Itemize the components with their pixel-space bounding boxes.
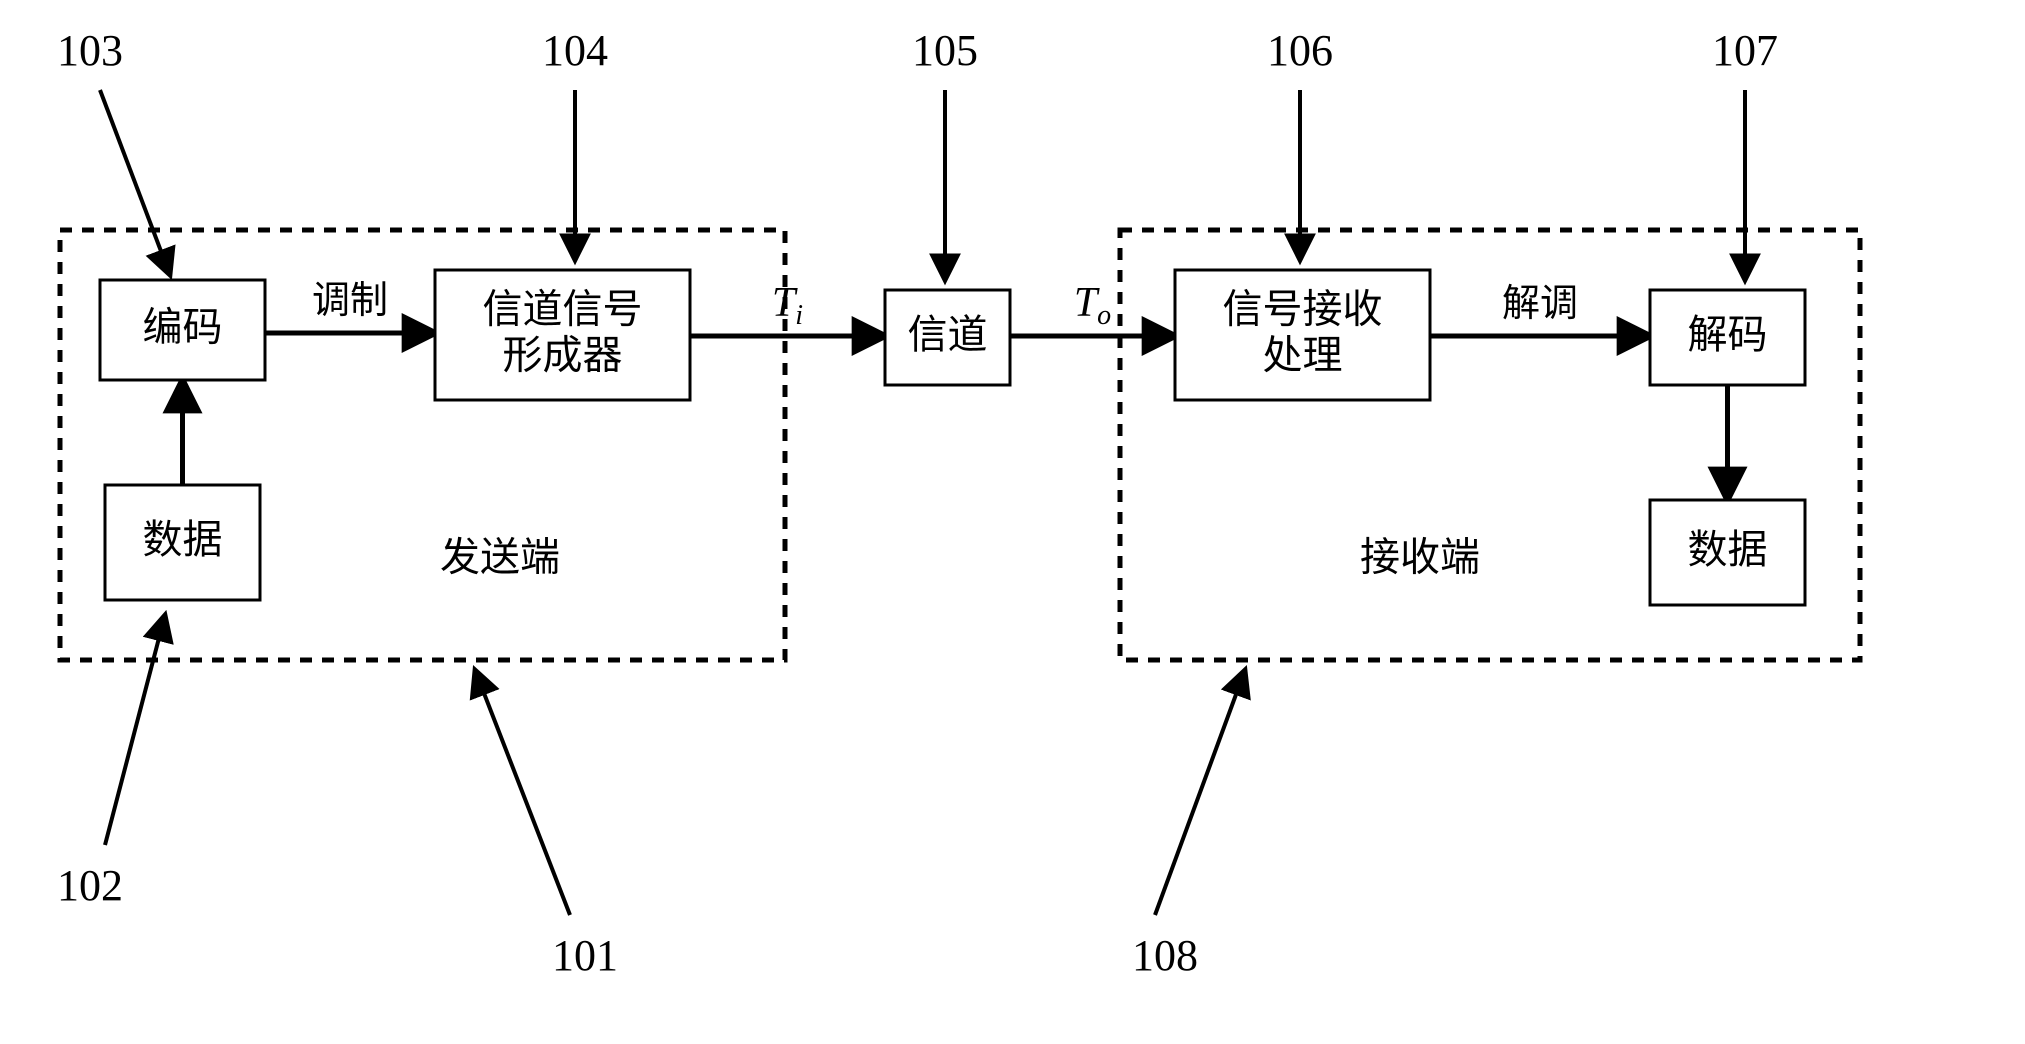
shaper-label: 形成器 xyxy=(503,334,623,378)
encode-label: 编码 xyxy=(143,306,223,350)
ref-label-107: 107 xyxy=(1712,26,1778,75)
connector-label-4: 解调 xyxy=(1502,283,1578,325)
connector-label-1: 调制 xyxy=(312,280,388,322)
ref-label-105: 105 xyxy=(912,26,978,75)
rx-group-label: 接收端 xyxy=(1360,536,1480,580)
ref-label-102: 102 xyxy=(57,861,123,910)
shaper-label: 信道信号 xyxy=(483,288,643,332)
ref-arrow-103 xyxy=(100,90,170,275)
ref-label-104: 104 xyxy=(542,26,608,75)
ref-label-106: 106 xyxy=(1267,26,1333,75)
ref-arrow-101 xyxy=(475,670,570,915)
data_rx-label: 数据 xyxy=(1688,528,1768,572)
connector-italic-label-2: Ti xyxy=(772,280,803,332)
block-diagram: 发送端接收端 调制TiTo解调 数据编码信道信号形成器信道信号接收处理解码数据 … xyxy=(0,0,2025,1044)
ref-label-101: 101 xyxy=(552,931,618,980)
data_tx-label: 数据 xyxy=(143,518,223,562)
connector-italic-label-3: To xyxy=(1074,280,1111,332)
ref-label-103: 103 xyxy=(57,26,123,75)
ref-arrow-102 xyxy=(105,615,165,845)
tx-group-label: 发送端 xyxy=(440,536,560,580)
channel-label: 信道 xyxy=(908,313,988,357)
ref-arrow-108 xyxy=(1155,670,1245,915)
rxproc-label: 处理 xyxy=(1263,334,1343,378)
rxproc-label: 信号接收 xyxy=(1223,288,1383,332)
ref-label-108: 108 xyxy=(1132,931,1198,980)
decode-label: 解码 xyxy=(1688,313,1768,357)
